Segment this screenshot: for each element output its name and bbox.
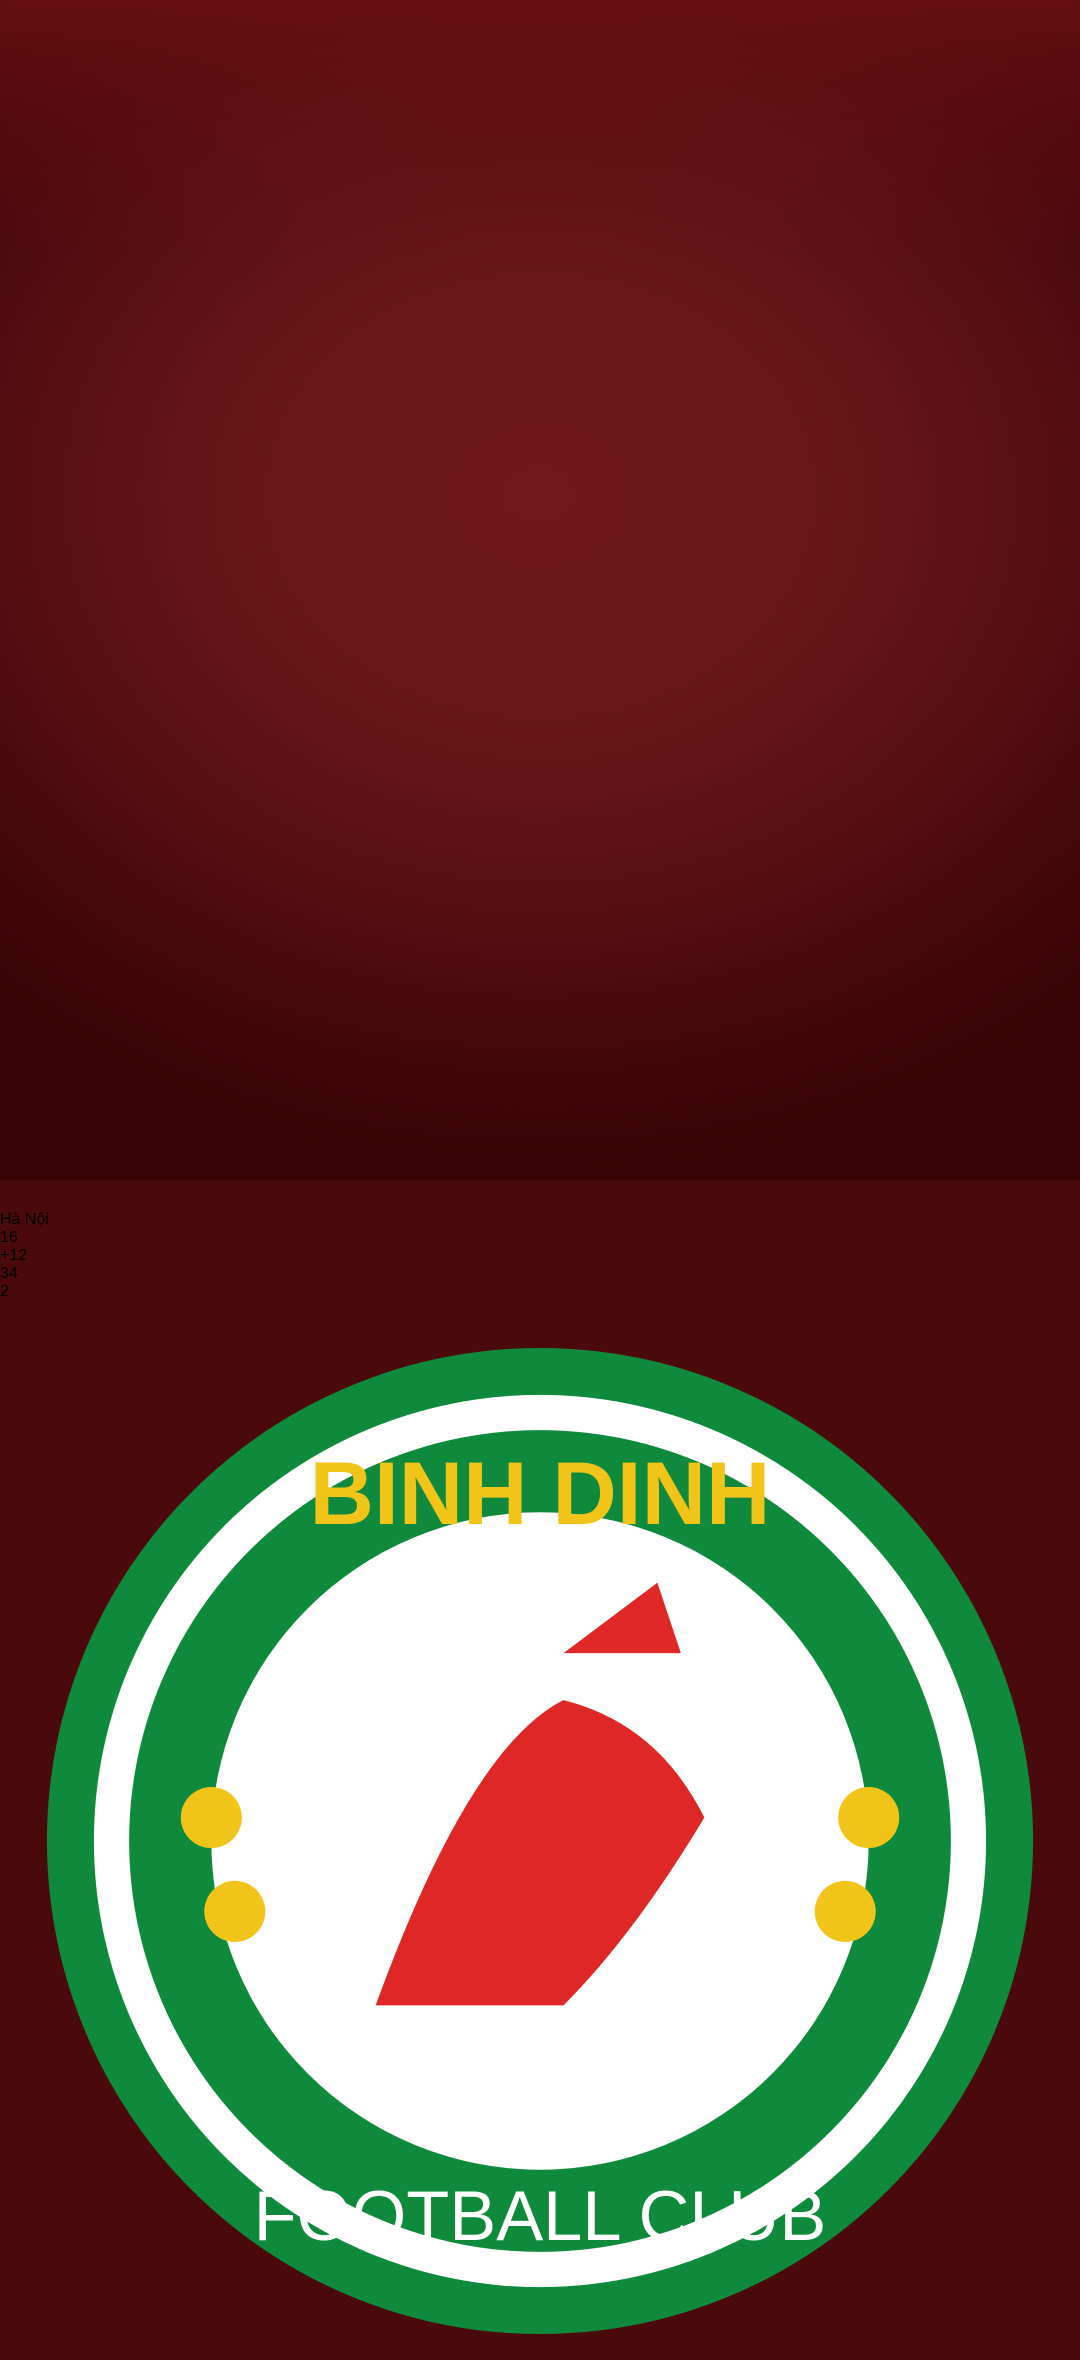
binh-dinh-crest: BINH DINH FOOTBALL CLUB [0, 1301, 1080, 2360]
row-points: 34 [0, 1265, 18, 1282]
background-top-glow [0, 0, 1080, 260]
table-row[interactable]: 2 BINH DINH FOOTBALL CLUB Bình Định17+83… [0, 1283, 1080, 2360]
row-team-name: Hà Nội [0, 1211, 49, 1228]
row-games-played: 16 [0, 1229, 18, 1246]
row-rank: 2 [0, 1283, 9, 1300]
svg-text:BINH DINH: BINH DINH [310, 1443, 771, 1543]
svg-text:FOOTBALL CLUB: FOOTBALL CLUB [254, 2176, 827, 2255]
row-goal-difference: +12 [0, 1247, 28, 1264]
